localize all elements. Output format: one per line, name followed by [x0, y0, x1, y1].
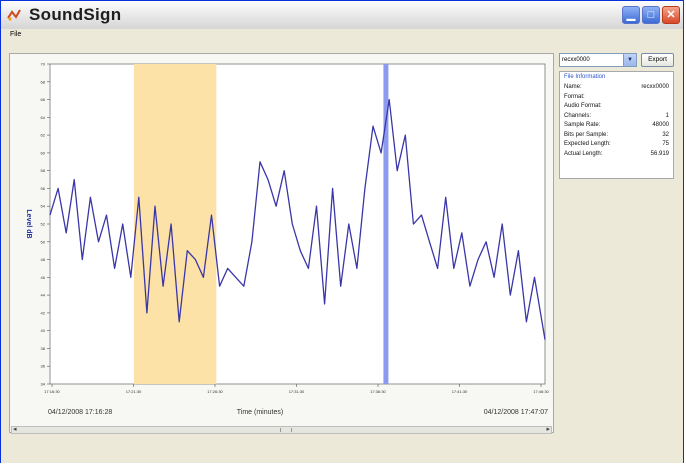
- scroll-left-icon[interactable]: ◂: [13, 426, 17, 433]
- info-row: Sample Rate: 48000: [564, 122, 669, 131]
- info-key: Sample Rate:: [564, 122, 601, 128]
- position-marker: [383, 64, 389, 384]
- scroll-right-icon[interactable]: ▸: [546, 426, 550, 433]
- x-tick-label: 17:46:30: [533, 389, 549, 394]
- info-key: Audio Format:: [564, 103, 602, 109]
- y-tick-label: 58: [41, 168, 46, 173]
- y-tick-label: 64: [41, 115, 46, 120]
- end-time-label: 04/12/2008 17:47:07: [484, 409, 548, 416]
- y-tick-label: 38: [41, 346, 46, 351]
- info-row: Actual Length: 56.919: [564, 151, 669, 160]
- y-tick-label: 66: [41, 97, 46, 102]
- app-icon: [7, 9, 21, 21]
- info-row: Channels: 1: [564, 113, 669, 122]
- y-tick-label: 34: [41, 382, 46, 387]
- x-tick-label: 17:31:30: [289, 389, 305, 394]
- y-tick-label: 36: [41, 364, 46, 369]
- info-value: 48000: [652, 122, 669, 128]
- scroll-thumb[interactable]: [280, 428, 292, 432]
- menu-bar: File: [1, 29, 683, 45]
- start-time-label: 04/12/2008 17:16:28: [48, 409, 112, 416]
- status-bar: [1, 441, 683, 463]
- highlight-region: [133, 64, 217, 384]
- x-tick-label: 17:16:30: [44, 389, 60, 394]
- file-info-panel: File Information Name: recxx0000 Format: Au…: [559, 71, 674, 179]
- info-key: Channels:: [564, 112, 592, 119]
- info-row: Format:: [564, 94, 669, 103]
- level-series-line: [49, 98, 546, 340]
- minimize-icon[interactable]: ▁: [622, 6, 640, 24]
- info-value: 32: [662, 131, 669, 138]
- y-tick-label: 60: [41, 150, 46, 155]
- y-tick-label: 68: [41, 79, 46, 84]
- file-select-value: recxx0000: [562, 57, 590, 63]
- info-key: Bits per Sample:: [564, 131, 609, 138]
- info-value: 56.919: [650, 150, 669, 157]
- y-tick-label: 40: [41, 328, 46, 333]
- y-tick-label: 44: [41, 293, 46, 298]
- horizontal-scrollbar[interactable]: ◂ ▸: [11, 426, 552, 434]
- y-tick-label: 56: [41, 186, 46, 191]
- menu-file[interactable]: File: [10, 31, 22, 38]
- info-value: 1: [665, 112, 669, 119]
- chevron-down-icon[interactable]: ▼: [623, 54, 636, 66]
- info-value: 75: [662, 141, 669, 147]
- y-tick-label: 52: [41, 222, 46, 227]
- x-tick-label: 17:36:30: [370, 389, 386, 394]
- level-chart[interactable]: 70 68 66 64 62 60 58 56 54 52 50 48 46 44 42 40 38 36 34 17…: [9, 53, 554, 433]
- y-tick-label: 70: [41, 62, 46, 67]
- info-row: Audio Format:: [564, 103, 669, 112]
- window-title: SoundSign: [29, 5, 122, 24]
- info-key: Actual Length:: [564, 150, 603, 157]
- maximize-icon[interactable]: □: [642, 6, 660, 24]
- file-select[interactable]: recxx0000 ▼: [559, 53, 637, 67]
- info-row: Expected Length: 75: [564, 141, 669, 150]
- y-tick-label: 50: [41, 239, 46, 244]
- close-icon[interactable]: ✕: [662, 6, 680, 24]
- y-tick-label: 54: [41, 204, 46, 209]
- info-value: recxx0000: [641, 84, 669, 90]
- info-key: Expected Length:: [564, 141, 611, 147]
- info-key: Name:: [564, 84, 582, 90]
- file-info-header: File Information: [564, 74, 606, 80]
- chart-svg: 70 68 66 64 62 60 58 56 54 52 50 48 46 44 42 40 38 36 34 17…: [25, 62, 550, 417]
- x-tick-label: 17:21:30: [126, 389, 142, 394]
- export-button[interactable]: Export: [641, 53, 674, 67]
- info-row: Bits per Sample: 32: [564, 132, 669, 141]
- info-key: Format:: [564, 93, 585, 100]
- y-axis-label: Level dB: [25, 209, 32, 238]
- info-row: Name: recxx0000: [564, 84, 669, 93]
- plot-area: [49, 63, 546, 385]
- y-tick-label: 42: [41, 310, 46, 315]
- y-tick-label: 48: [41, 257, 46, 262]
- y-tick-label: 46: [41, 275, 46, 280]
- x-axis-label: Time (minutes): [237, 409, 283, 416]
- y-tick-label: 62: [41, 133, 46, 138]
- title-bar[interactable]: SoundSign ▁ □ ✕: [1, 1, 683, 30]
- x-tick-label: 17:26:30: [207, 389, 223, 394]
- x-tick-label: 17:41:30: [452, 389, 468, 394]
